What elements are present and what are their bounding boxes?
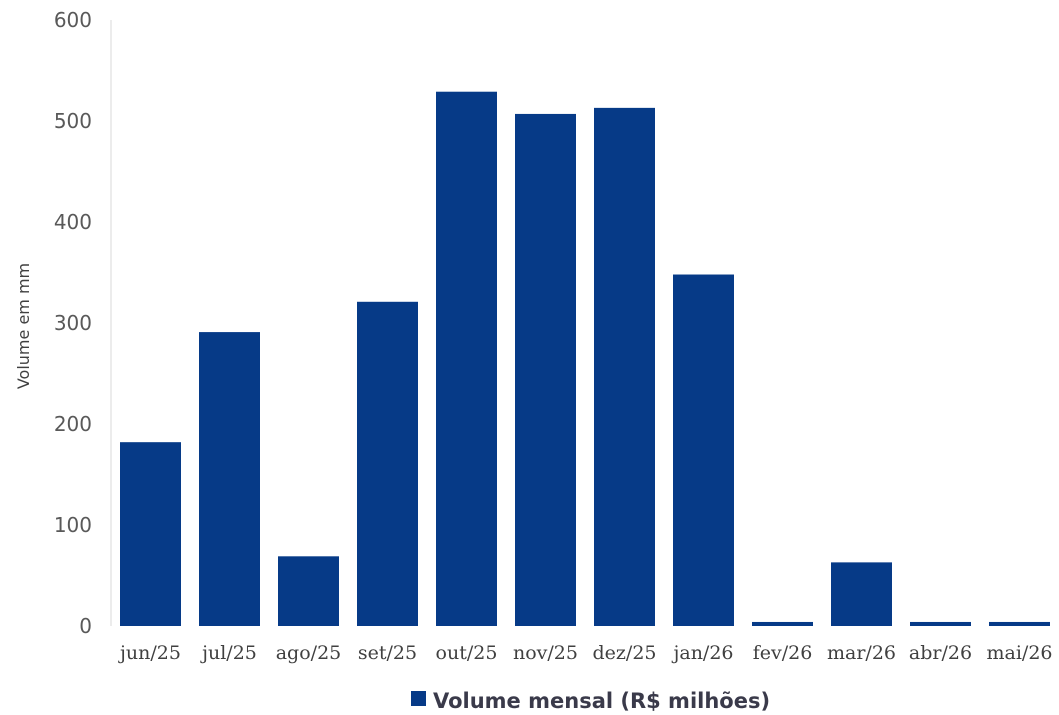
x-tick-label: ago/25 [276, 642, 342, 664]
bar [436, 91, 497, 626]
y-tick-label: 500 [54, 109, 92, 133]
x-tick-label: nov/25 [513, 642, 578, 664]
bar [673, 274, 734, 626]
y-tick-label: 400 [54, 210, 92, 234]
x-tick-label: mai/26 [987, 642, 1053, 664]
bars-group [120, 91, 1050, 627]
bar [278, 556, 339, 626]
y-axis-ticks: 0 100 200 300 400 500 600 [54, 8, 92, 638]
bar [120, 442, 181, 626]
x-tick-label: abr/26 [909, 642, 972, 664]
y-tick-label: 200 [54, 412, 92, 436]
x-tick-label: jun/25 [118, 642, 181, 664]
bar [594, 107, 655, 627]
x-tick-label: set/25 [358, 642, 417, 664]
x-tick-label: dez/25 [593, 642, 657, 664]
bar [357, 301, 418, 626]
y-axis-label: Volume em mm [14, 263, 33, 389]
x-tick-label: jan/26 [671, 642, 733, 664]
y-tick-label: 100 [54, 513, 92, 537]
bar [752, 621, 813, 626]
bar [831, 562, 892, 626]
bar [515, 113, 576, 627]
bar [910, 621, 971, 626]
x-tick-label: mar/26 [827, 642, 896, 664]
y-tick-label: 0 [79, 614, 92, 638]
bar [199, 332, 260, 626]
legend-swatch [411, 691, 426, 706]
x-axis-ticks: jun/25 jul/25 ago/25 set/25 out/25 nov/25 dez/… [118, 642, 1052, 664]
y-tick-label: 600 [54, 8, 92, 32]
x-tick-label: out/25 [436, 642, 498, 664]
bar [989, 621, 1050, 626]
y-tick-label: 300 [54, 311, 92, 335]
x-tick-label: jul/25 [200, 642, 257, 664]
legend-label: Volume mensal (R$ milhões) [433, 689, 770, 713]
x-tick-label: fev/26 [753, 642, 813, 664]
